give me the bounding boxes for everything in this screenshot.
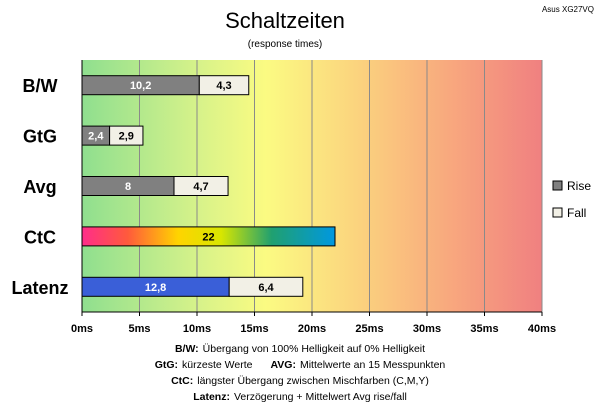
bar-rise-value: 12,8 [145,282,166,294]
category-labels: B/W GtG Avg CtC Latenz [11,76,68,298]
x-tick-label: 20ms [298,323,326,335]
x-tick-labels: 0ms 5ms 10ms 15ms 20ms 25ms 30ms 35ms 40ms [71,323,556,335]
x-tick-label: 40ms [528,323,556,335]
note-ctc: CtC: längster Übergang zwischen Mischfarb… [171,375,429,387]
note-gtg: GtG: kürzeste Werte AVG: Mittelwerte an 15 … [155,359,446,371]
legend-fall-label: Fall [567,206,586,220]
bar-fall [198,75,250,96]
bar-fall [228,276,304,297]
x-tick-label: 0ms [71,323,93,335]
note-bw: B/W: Übergang von 100% Helligkeit auf 0% … [175,343,425,355]
x-tick-label: 25ms [355,323,383,335]
x-tick-label: 10ms [183,323,211,335]
bar-fall-value: 2,9 [119,131,134,143]
legend-fall-swatch [552,207,563,218]
bar-fall-value: 4,7 [193,181,208,193]
note-latenz: Latenz: Verzögerung + Mittelwert Avg rise… [193,391,407,403]
bar-rise [81,226,336,247]
category-label: GtG [23,127,57,147]
category-label: B/W [23,76,58,96]
legend: Rise Fall [552,179,591,220]
bar-rise-value: 2,4 [88,131,104,143]
category-label: CtC [24,227,56,247]
bar-rise-value: 10,2 [130,80,151,92]
corner-label: Asus XG27VQ [542,5,594,14]
bar-rise-value: 8 [125,181,131,193]
category-label: Latenz [11,278,68,298]
x-tick-label: 30ms [413,323,441,335]
chart-subtitle: (response times) [248,39,322,50]
legend-rise-label: Rise [567,179,591,193]
x-tick-label: 5ms [128,323,150,335]
bar-rise-value: 22 [202,231,214,243]
legend-rise-swatch [552,180,563,191]
bar-fall [173,176,229,196]
footnotes: B/W: Übergang von 100% Helligkeit auf 0% … [155,343,446,403]
bar-fall-value: 6,4 [258,282,274,294]
category-label: Avg [23,177,56,197]
bar-fall [109,125,144,146]
bars: 10,2 4,3 2,4 2,9 8 4,7 22 12,8 6,4 [81,75,336,297]
x-tick-label: 35ms [470,323,498,335]
x-tick-label: 15ms [240,323,268,335]
chart-title: Schaltzeiten [225,8,345,33]
bar-fall-value: 4,3 [216,80,231,92]
